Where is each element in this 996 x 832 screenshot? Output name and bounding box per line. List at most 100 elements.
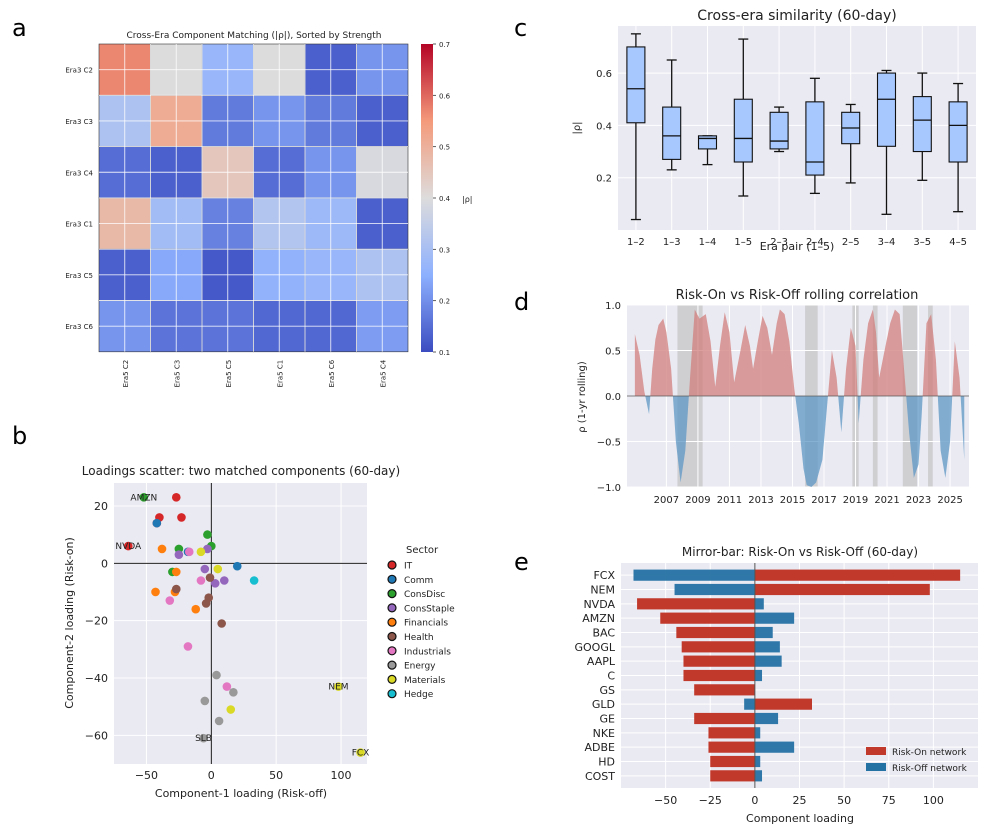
scatter-legend-label: Health [404,633,434,643]
colorbar-tick-label: 0.6 [439,92,451,100]
mirror-bar-category-label: NVDA [583,598,615,611]
scatter-xtick-label: 0 [208,769,215,782]
boxplot-box [948,101,968,163]
corr-ytick-label: −0.5 [597,438,621,449]
scatter-legend-label: Comm [404,576,433,586]
heatmap-col-label: Era5 C2 [122,360,130,388]
scatter-legend-marker [387,660,397,670]
panel-letter-b: b [12,422,27,450]
mirror-bar [694,712,755,725]
corr-ytick-label: 0.5 [605,347,621,358]
corr-ytick-label: −1.0 [597,483,621,494]
rolling-corr-title: Risk-On vs Risk-Off rolling correlation [676,288,919,303]
mirror-bar [637,598,755,610]
scatter-point [123,541,133,551]
scatter-legend-label: ConsStaple [404,604,455,614]
boxplot-box [662,106,682,160]
heatmap-col-label: Era5 C3 [173,360,181,388]
mirror-bar [744,698,755,710]
colorbar-tick-label: 0.7 [439,41,450,49]
scatter-point [232,561,242,571]
mirror-bar-category-label: NKE [593,727,615,740]
mirror-bar-category-label: AAPL [587,655,616,668]
boxplot-box [697,135,718,150]
corr-negative-area [634,396,965,487]
scatter-ytick-label: −60 [85,729,108,742]
scatter-point [171,493,181,502]
scatter-xtick-label: 50 [269,769,283,782]
boxplot-xtick-label: 1–5 [734,237,752,248]
rolling-corr-ylabel: ρ (1-yr rolling) [577,361,588,433]
scatter-point [219,576,229,585]
mirror-bar-category-label: FCX [593,569,615,582]
scatter-point [210,579,220,588]
boxplot-title: Cross-era similarity (60-day) [697,8,896,24]
scatter-point [214,716,224,726]
scatter-point [200,696,210,706]
mirror-bar [681,641,755,653]
mirror-bar-category-label: C [607,670,615,683]
mirror-bar-category-label: AMZN [582,612,615,625]
mirror-bar-xtick-label: 25 [793,794,807,807]
scatter-legend-marker [387,617,397,627]
mirror-bar [754,583,930,596]
boxplot-xtick-label: 2–5 [842,237,860,248]
scatter-legend-marker [387,603,397,613]
mirror-bar [754,669,763,682]
heatmap-row-label: Era3 C3 [65,118,93,126]
colorbar-tick-label: 0.2 [439,298,450,306]
corr-xtick-label: 2021 [874,495,899,506]
scatter-ytick-label: −40 [85,672,108,685]
scatter-legend-marker [387,588,397,599]
boxplot-ytick-label: 0.6 [596,69,612,80]
scatter-point [199,733,208,743]
heatmap-col-label: Era5 C4 [379,359,387,387]
scatter-legend-marker [387,560,397,570]
corr-ytick-label: 0.0 [605,392,621,403]
boxplot-box [733,98,753,163]
mirror-bar-legend-swatch [866,763,886,771]
mirror-bar-legend-label: Risk-On network [892,748,967,758]
corr-xtick-label: 2025 [937,495,962,506]
scatter-point [334,682,343,691]
scatter-point-label: FCX [352,749,370,759]
boxplot-xtick-label: 4–5 [949,237,967,248]
heatmap-row-label: Era3 C6 [65,323,93,331]
colorbar-tick-label: 0.3 [439,246,450,254]
mirror-bar [660,612,755,624]
boxplot-xtick-label: 2–4 [806,237,824,248]
mirror-bar-title: Mirror-bar: Risk-On vs Risk-Off (60-day) [682,545,918,559]
rolling-corr-panel: −1.0 −0.5 0.0 0.5 1.0 2007 2009 2011 2013 2015 201… [577,288,969,506]
heatmap-row-label: Era3 C1 [65,221,93,229]
mirror-bar [754,569,961,581]
scatter-point [229,688,238,697]
scatter-point [200,564,210,574]
mirror-bar [754,727,761,739]
scatter-point [212,670,221,680]
scatter-legend-label: ConsDisc [404,590,445,600]
heatmap-row-label: Era3 C5 [65,272,93,280]
mirror-bar [754,655,782,667]
boxplot-xtick-label: 1–4 [699,237,717,248]
heatmap-title: Cross-Era Component Matching (|ρ|), Sort… [127,31,382,41]
scatter-point [184,547,194,557]
mirror-bar [754,626,773,639]
scatter-point [171,567,181,577]
mirror-bar-category-label: NEM [590,584,615,597]
corr-xtick-label: 2007 [654,495,679,506]
scatter-legend-label: Materials [404,676,446,686]
mirror-bar-category-label: GOOGL [575,641,616,654]
boxplot-xtick-label: 3–4 [878,237,896,248]
scatter-point [213,564,223,574]
mirror-bar [676,626,755,639]
boxplot-box [805,101,825,176]
mirror-bar [674,583,755,596]
scatter-legend-label: Energy [404,662,436,672]
scatter-point-label: NEM [328,683,348,693]
panel-letter-a: a [12,14,27,42]
mirror-bar-legend-swatch [866,747,886,755]
mirror-bar-category-label: GLD [592,698,615,711]
mirror-bar [683,655,755,667]
mirror-bar-xtick-label: 0 [751,794,758,807]
